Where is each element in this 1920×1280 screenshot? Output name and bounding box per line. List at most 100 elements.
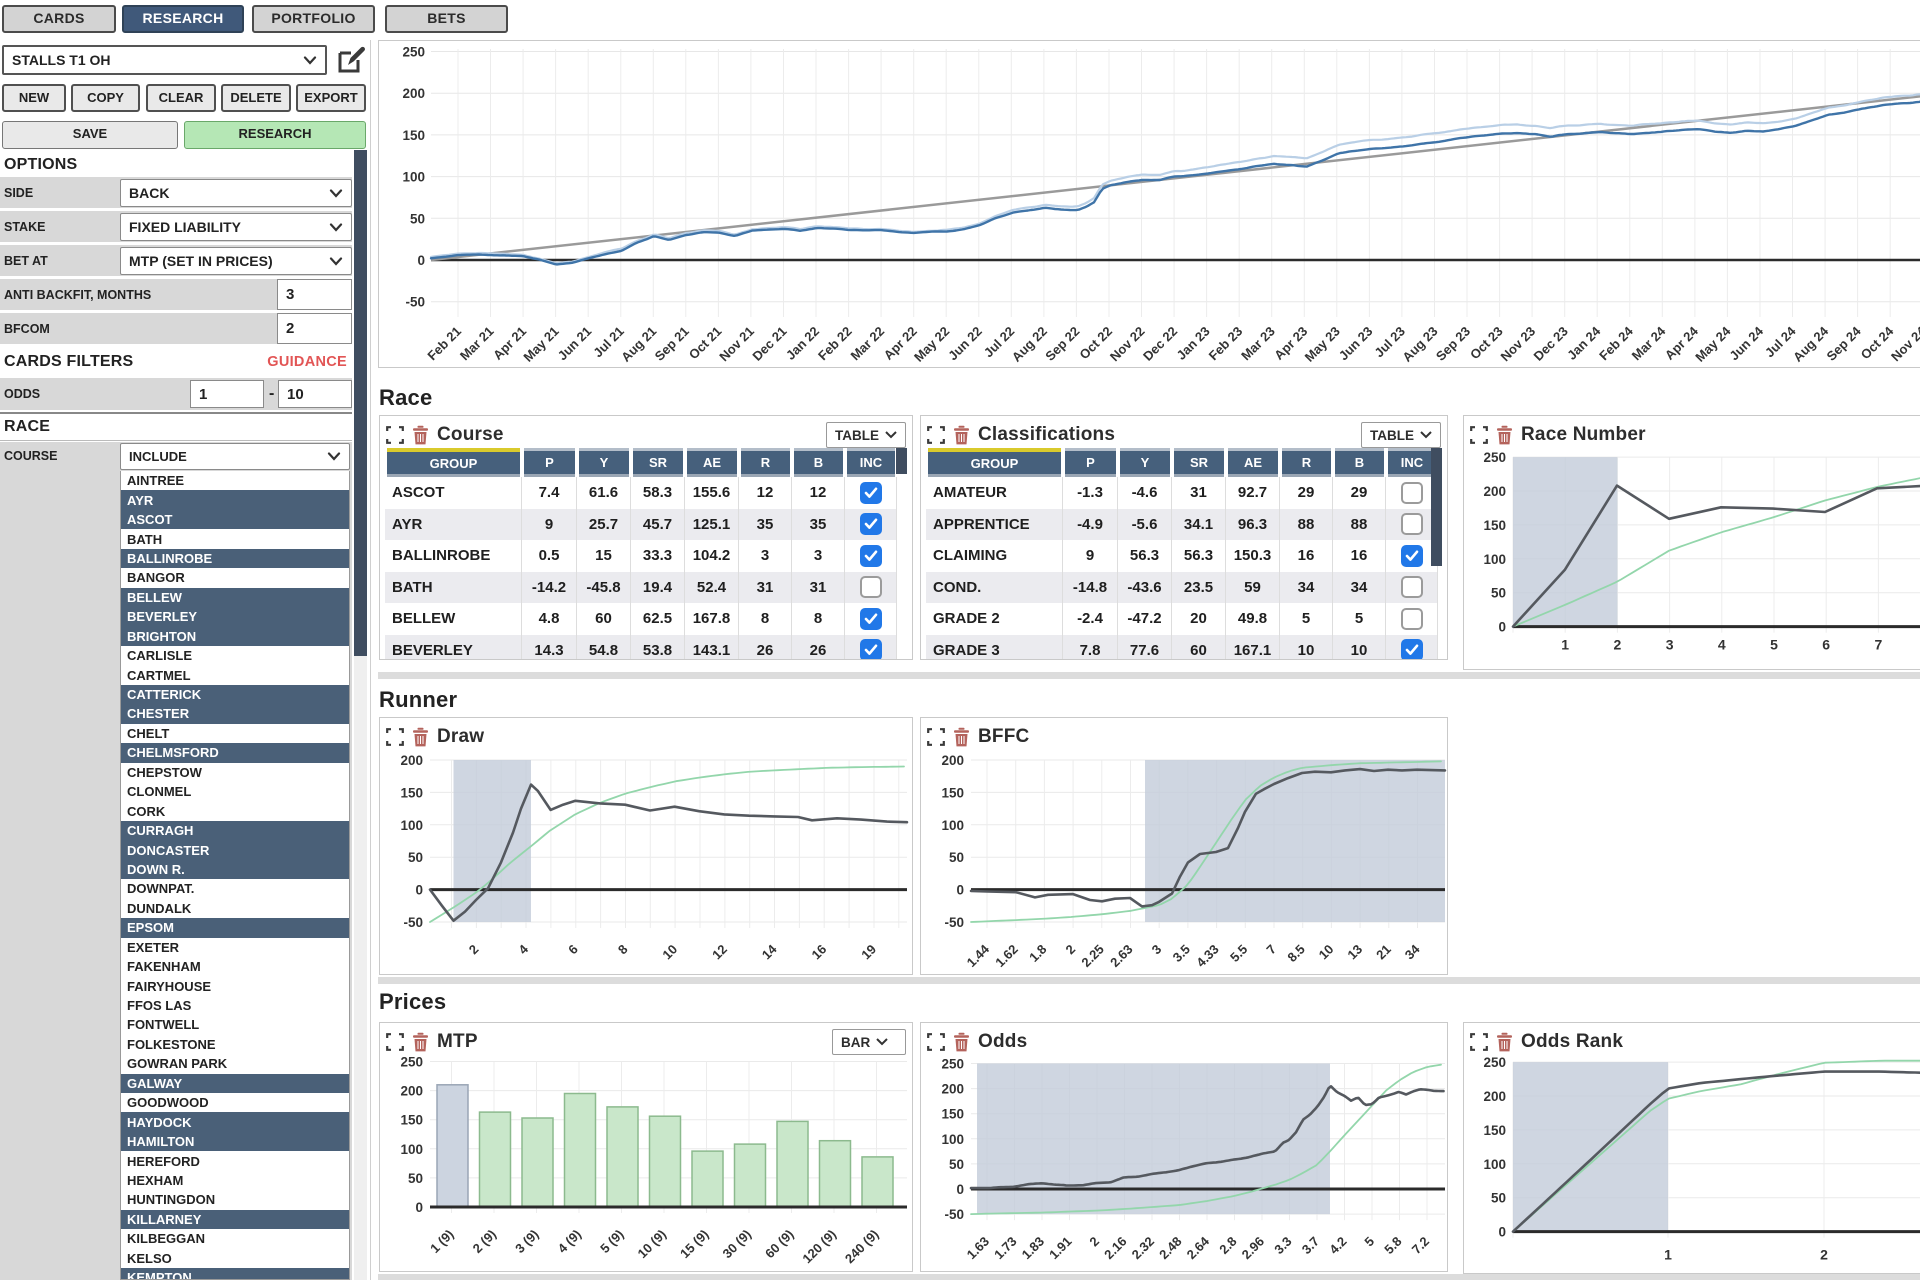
svg-text:Sep 24: Sep 24 — [1823, 323, 1864, 364]
svg-text:50: 50 — [408, 850, 423, 865]
svg-text:16: 16 — [808, 942, 829, 963]
svg-text:150: 150 — [402, 128, 425, 143]
svg-text:15 (9): 15 (9) — [677, 1227, 712, 1262]
svg-text:2.64: 2.64 — [1184, 1233, 1213, 1262]
svg-text:Dec 22: Dec 22 — [1140, 324, 1180, 364]
svg-text:Nov 24: Nov 24 — [1888, 323, 1920, 364]
svg-text:May 24: May 24 — [1692, 323, 1734, 365]
svg-text:10: 10 — [1316, 942, 1337, 963]
svg-text:4: 4 — [1718, 637, 1726, 653]
svg-text:50: 50 — [410, 211, 425, 226]
svg-text:0: 0 — [956, 883, 964, 898]
svg-text:120 (9): 120 (9) — [799, 1227, 839, 1267]
svg-text:2.16: 2.16 — [1101, 1234, 1130, 1263]
svg-text:250: 250 — [400, 1057, 423, 1070]
svg-text:12: 12 — [709, 942, 730, 963]
svg-text:Sep 23: Sep 23 — [1433, 324, 1473, 364]
svg-text:250: 250 — [402, 45, 425, 60]
svg-text:150: 150 — [400, 785, 423, 800]
svg-text:1.91: 1.91 — [1046, 1234, 1075, 1263]
svg-text:1.83: 1.83 — [1019, 1234, 1048, 1263]
svg-text:May 21: May 21 — [520, 324, 561, 365]
svg-text:2.96: 2.96 — [1239, 1234, 1268, 1263]
svg-text:3.3: 3.3 — [1271, 1234, 1294, 1257]
svg-text:May 23: May 23 — [1302, 324, 1343, 365]
svg-text:-50: -50 — [944, 915, 964, 930]
svg-text:50: 50 — [949, 1157, 964, 1172]
svg-text:1: 1 — [1664, 1247, 1672, 1263]
svg-text:30 (9): 30 (9) — [719, 1227, 754, 1262]
svg-text:2.32: 2.32 — [1129, 1234, 1158, 1263]
svg-text:5.5: 5.5 — [1227, 942, 1250, 965]
svg-text:2.48: 2.48 — [1156, 1234, 1185, 1263]
svg-text:Mar 22: Mar 22 — [847, 324, 887, 364]
svg-text:150: 150 — [1483, 518, 1506, 533]
svg-text:250: 250 — [1483, 450, 1506, 465]
svg-text:8.5: 8.5 — [1284, 942, 1307, 965]
svg-text:150: 150 — [941, 785, 964, 800]
svg-text:240 (9): 240 (9) — [842, 1227, 882, 1267]
svg-text:Feb 23: Feb 23 — [1206, 324, 1246, 364]
svg-text:7.2: 7.2 — [1409, 1234, 1432, 1257]
svg-text:7: 7 — [1263, 942, 1279, 958]
svg-text:4.2: 4.2 — [1326, 1234, 1349, 1257]
svg-text:200: 200 — [1483, 1089, 1506, 1104]
svg-text:3: 3 — [1666, 637, 1674, 653]
svg-text:Jan 22: Jan 22 — [783, 324, 822, 363]
svg-text:Mar 21: Mar 21 — [457, 324, 497, 364]
svg-text:10 (9): 10 (9) — [634, 1227, 669, 1262]
svg-text:200: 200 — [941, 1082, 964, 1097]
svg-text:2 (9): 2 (9) — [470, 1227, 500, 1257]
svg-text:2.25: 2.25 — [1078, 942, 1107, 971]
svg-text:150: 150 — [941, 1107, 964, 1122]
svg-text:Aug 24: Aug 24 — [1790, 323, 1832, 365]
svg-text:-50: -50 — [944, 1207, 964, 1222]
svg-text:Sep 21: Sep 21 — [652, 324, 692, 364]
svg-text:0: 0 — [1498, 620, 1506, 635]
svg-text:6: 6 — [1822, 637, 1830, 653]
svg-text:2.63: 2.63 — [1107, 942, 1136, 971]
svg-text:May 22: May 22 — [911, 324, 952, 365]
svg-text:-50: -50 — [403, 915, 423, 930]
svg-text:50: 50 — [949, 850, 964, 865]
svg-text:21: 21 — [1373, 942, 1394, 963]
svg-text:6: 6 — [565, 942, 581, 958]
svg-text:Feb 22: Feb 22 — [815, 324, 855, 364]
svg-text:2: 2 — [1062, 942, 1078, 958]
svg-text:5 (9): 5 (9) — [597, 1227, 627, 1257]
svg-text:7: 7 — [1875, 637, 1883, 653]
svg-text:100: 100 — [1483, 1157, 1506, 1172]
svg-text:13: 13 — [1344, 942, 1365, 963]
svg-text:50: 50 — [408, 1171, 423, 1186]
svg-text:200: 200 — [1483, 484, 1506, 499]
svg-text:0: 0 — [1498, 1225, 1506, 1240]
svg-text:Aug 23: Aug 23 — [1399, 324, 1440, 365]
svg-text:250: 250 — [941, 1057, 964, 1072]
svg-text:200: 200 — [400, 753, 423, 768]
svg-text:Aug 21: Aug 21 — [618, 324, 659, 365]
svg-text:200: 200 — [941, 753, 964, 768]
svg-text:Nov 23: Nov 23 — [1497, 324, 1538, 365]
svg-text:150: 150 — [1483, 1123, 1506, 1138]
svg-text:Dec 23: Dec 23 — [1531, 324, 1571, 364]
svg-text:60 (9): 60 (9) — [762, 1227, 797, 1262]
svg-text:100: 100 — [941, 818, 964, 833]
svg-text:1.44: 1.44 — [964, 941, 993, 970]
svg-text:Jun 23: Jun 23 — [1336, 324, 1376, 364]
svg-text:8: 8 — [615, 942, 631, 958]
svg-text:3: 3 — [1149, 942, 1165, 958]
svg-text:100: 100 — [400, 818, 423, 833]
svg-text:Jun 22: Jun 22 — [945, 324, 985, 364]
svg-text:10: 10 — [659, 942, 680, 963]
svg-text:1.73: 1.73 — [991, 1234, 1020, 1263]
svg-text:Jan 24: Jan 24 — [1564, 323, 1604, 363]
svg-text:14: 14 — [759, 941, 780, 962]
svg-text:250: 250 — [1483, 1057, 1506, 1070]
svg-text:Mar 23: Mar 23 — [1238, 324, 1278, 364]
svg-text:Feb 24: Feb 24 — [1596, 323, 1636, 363]
svg-text:50: 50 — [1491, 1191, 1506, 1206]
svg-text:Nov 22: Nov 22 — [1107, 324, 1148, 365]
svg-text:200: 200 — [402, 86, 425, 101]
svg-text:Feb 21: Feb 21 — [424, 324, 464, 364]
svg-text:1 (9): 1 (9) — [427, 1227, 457, 1257]
